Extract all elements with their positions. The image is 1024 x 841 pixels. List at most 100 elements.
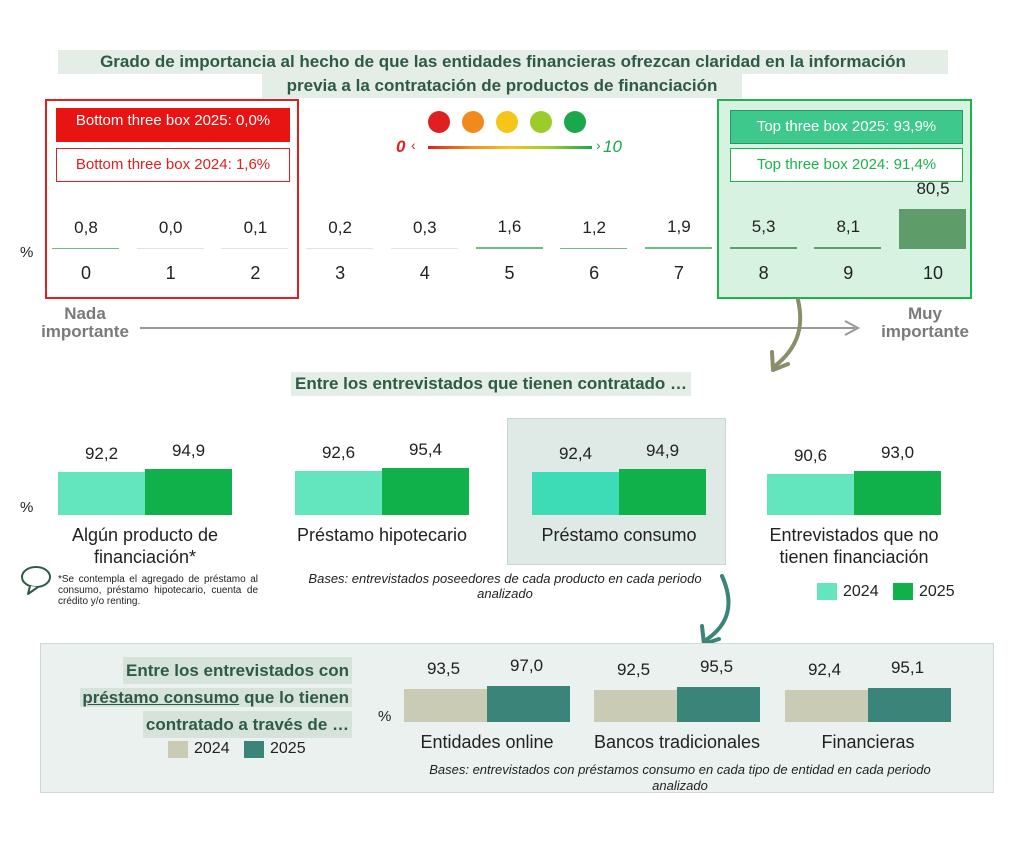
category-label-3: Entrevistados que no tienen financiación xyxy=(747,524,961,568)
consumo-bar-2025-1 xyxy=(677,687,760,722)
consumo-value-2025-2: 95,1 xyxy=(890,658,925,677)
scale-value-1: 0,0 xyxy=(158,218,183,237)
category-label-2-line0: Préstamo consumo xyxy=(541,525,697,545)
consumo-value-2024-2: 92,4 xyxy=(807,660,842,679)
section3-title-line2-rest: que lo tienen xyxy=(241,688,352,707)
consumo-value-2024-0: 93,5 xyxy=(426,659,461,678)
scale-value-6: 1,2 xyxy=(582,218,606,237)
consumo-value-2024-1: 92,5 xyxy=(616,660,651,679)
bar-2024-1 xyxy=(295,471,382,515)
scale-bar-7 xyxy=(644,247,712,249)
consumo-bar-2024-2 xyxy=(785,690,868,722)
category-label-1: Préstamo hipotecario xyxy=(275,524,489,546)
axis-low-line2: importante xyxy=(41,322,129,341)
scale-bar-9 xyxy=(814,247,882,249)
happy-face-icon xyxy=(564,111,586,133)
scale-value-3: 0,2 xyxy=(328,218,352,237)
scale-value-2: 0,1 xyxy=(243,218,268,237)
section3-title-line1: Entre los entrevistados con xyxy=(123,657,352,684)
scale-low-arrow: ‹ xyxy=(411,137,416,153)
scale-category-7: 7 xyxy=(673,263,684,283)
category-label-0-line1: financiación* xyxy=(93,547,197,567)
scale-bar-5 xyxy=(475,247,543,249)
scale-category-9: 9 xyxy=(843,263,854,283)
bottom-three-box-2025: Bottom three box 2025: 0,0% xyxy=(56,108,290,142)
top-three-box-2025: Top three box 2025: 93,9% xyxy=(730,110,963,144)
bar-2024-2 xyxy=(532,472,619,515)
value-2025-0: 94,9 xyxy=(171,441,206,460)
consumo-bar-2025-2 xyxy=(868,688,951,722)
scale-bar-6 xyxy=(560,248,628,249)
legend2-2024-swatch xyxy=(817,583,837,600)
scale-category-8: 8 xyxy=(758,263,769,283)
chart-title-line2: previa a la contratación de productos de… xyxy=(262,74,742,98)
bottom-three-box-frame xyxy=(45,99,299,299)
legend2-2024-label: 2024 xyxy=(843,583,879,600)
scale-low-label: 0 xyxy=(396,137,406,156)
scale-gradient-line xyxy=(428,146,592,149)
axis-low-label: Nada importante xyxy=(30,305,140,341)
scale-category-1: 1 xyxy=(165,263,176,283)
neutral-face-icon xyxy=(496,111,518,133)
axis-high-line1: Muy xyxy=(908,304,942,323)
consumo-value-2025-0: 97,0 xyxy=(509,656,544,675)
scale-value-5: 1,6 xyxy=(497,217,522,236)
scale-value-4: 0,3 xyxy=(412,218,437,237)
chart3-percent-unit: % xyxy=(378,708,392,725)
section3-title-line3: contratado a través de … xyxy=(142,711,352,738)
scale-category-3: 3 xyxy=(335,263,346,283)
scale-category-2: 2 xyxy=(250,263,261,283)
value-2025-2: 94,9 xyxy=(645,441,680,460)
bases-note-1: Bases: entrevistados poseedores de cada … xyxy=(308,571,702,601)
bar-2025-1 xyxy=(382,468,469,515)
bases-note-2: Bases: entrevistados con préstamos consu… xyxy=(429,762,931,793)
bar-2025-0 xyxy=(145,469,232,515)
category-label-0-line0: Algún producto de xyxy=(71,525,219,545)
scale-high-label: 10 xyxy=(603,137,622,156)
scale-bar-8 xyxy=(729,247,797,249)
scale-value-7: 1,9 xyxy=(667,217,691,236)
section2-title: Entre los entrevistados que tienen contr… xyxy=(291,372,692,396)
value-2024-0: 92,2 xyxy=(84,444,119,463)
category-label-0: Algún producto de financiación* xyxy=(38,524,252,568)
category-label-2: Préstamo consumo xyxy=(512,524,726,546)
scale-category-6: 6 xyxy=(589,263,600,283)
smile-face-icon xyxy=(530,111,552,133)
chart1-percent-unit: % xyxy=(20,244,34,261)
section3-title: Entre los entrevistados con préstamo con… xyxy=(60,657,352,738)
consumo-category-0: Entidades online xyxy=(420,732,554,752)
consumo-category-2: Financieras xyxy=(821,732,915,752)
legend2-2025-swatch xyxy=(893,583,913,600)
legend2-2025-label: 2025 xyxy=(919,583,955,600)
bar-2024-0 xyxy=(58,472,145,515)
value-2025-1: 95,4 xyxy=(408,440,443,459)
consumo-value-2025-1: 95,5 xyxy=(699,657,734,676)
scale-category-4: 4 xyxy=(419,263,430,283)
scale-bar-1 xyxy=(136,248,204,249)
scale-value-9: 8,1 xyxy=(836,217,861,236)
consumo-bar-2024-1 xyxy=(594,690,677,722)
legend3-2025-label: 2025 xyxy=(270,740,306,757)
scale-value-0: 0,8 xyxy=(74,218,98,237)
very-sad-face-icon xyxy=(428,111,450,133)
sad-face-icon xyxy=(462,111,484,133)
value-2024-2: 92,4 xyxy=(558,444,593,463)
chart-title-line1: Grado de importancia al hecho de que las… xyxy=(58,50,948,74)
legend3-2024-label: 2024 xyxy=(194,740,230,757)
scale-category-10: 10 xyxy=(922,263,944,283)
chart2-percent-unit: % xyxy=(20,499,34,516)
section3-title-highlight: préstamo consumo xyxy=(80,688,242,707)
scale-bar-3 xyxy=(306,248,374,249)
top-three-box-2024: Top three box 2024: 91,4% xyxy=(730,148,963,182)
value-2024-3: 90,6 xyxy=(793,446,828,465)
category-label-3-line0: Entrevistados que no xyxy=(769,525,939,545)
consumo-bar-2025-0 xyxy=(487,686,570,722)
scale-category-0: 0 xyxy=(80,263,91,283)
legend3-2024-swatch xyxy=(168,741,188,758)
value-2024-1: 92,6 xyxy=(321,443,356,462)
bar-2025-3 xyxy=(854,471,941,515)
scale-value-10: 80,5 xyxy=(916,179,950,198)
consumo-bar-2024-0 xyxy=(404,689,487,722)
scale-value-8: 5,3 xyxy=(751,217,776,236)
consumo-category-1: Bancos tradicionales xyxy=(593,732,761,752)
